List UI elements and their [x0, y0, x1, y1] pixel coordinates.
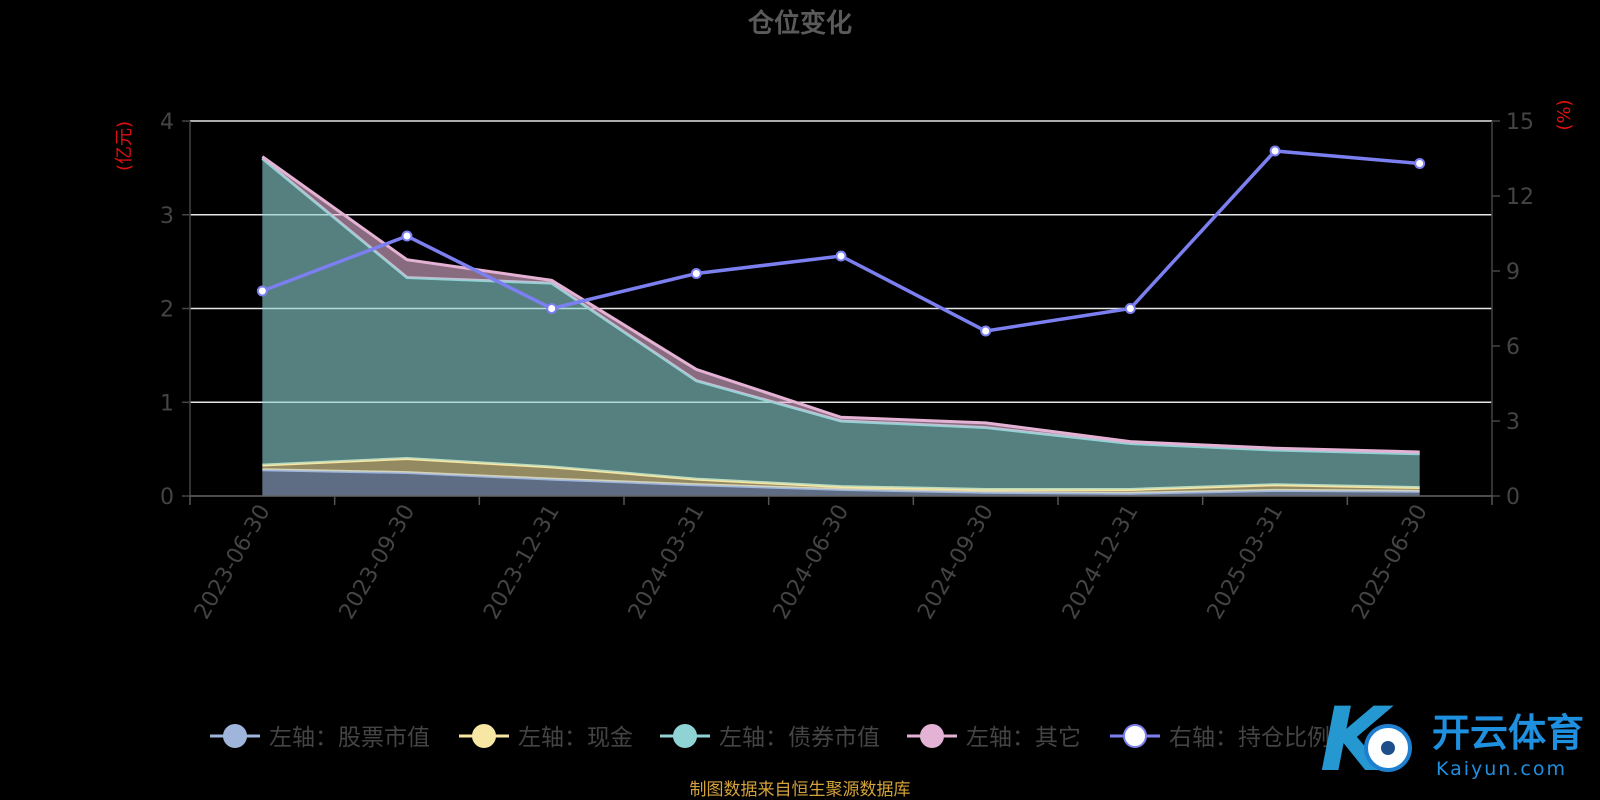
left-tick-label: 4: [160, 110, 174, 135]
left-tick-label: 3: [160, 204, 174, 229]
right-tick-label: 9: [1506, 260, 1520, 285]
legend-label: 右轴：持仓比例: [1169, 725, 1330, 751]
legend-item[interactable]: 右轴：持仓比例: [1110, 724, 1330, 751]
x-tick-label: 2025-06-30: [1347, 501, 1433, 624]
legend: 左轴：股票市值 左轴：现金 左轴：债券市值 左轴：其它 右轴：持仓比例: [210, 724, 1330, 751]
x-tick-label: 2024-06-30: [769, 501, 855, 624]
x-tick-label: 2024-03-31: [624, 501, 710, 624]
legend-marker: [673, 724, 697, 748]
legend-marker: [920, 724, 944, 748]
x-tick-label: 2025-03-31: [1203, 501, 1289, 624]
stacked-areas: [261, 155, 1420, 496]
legend-marker: [1123, 724, 1147, 748]
right-tick-label: 0: [1506, 485, 1520, 510]
legend-item[interactable]: 左轴：债券市值: [660, 724, 880, 751]
left-tick-label: 1: [160, 391, 174, 416]
ratio-point: [546, 303, 558, 314]
x-tick-label: 2023-06-30: [190, 501, 276, 624]
source-note: 制图数据来自恒生聚源数据库: [690, 780, 911, 800]
ratio-point: [256, 285, 268, 297]
legend-item[interactable]: 左轴：现金: [459, 724, 633, 751]
legend-marker: [472, 724, 496, 748]
area-line-4: [261, 155, 1420, 454]
ratio-point: [980, 325, 992, 337]
left-tick-label: 0: [160, 485, 174, 510]
right-tick-label: 12: [1506, 185, 1534, 210]
area-1: [262, 469, 1420, 496]
ratio-point: [401, 230, 413, 242]
left-tick-label: 2: [160, 298, 174, 323]
x-tick-label: 2023-12-31: [479, 501, 565, 624]
x-tick-label: 2023-09-30: [335, 501, 421, 624]
legend-marker: [223, 724, 247, 748]
ratio-point: [1124, 303, 1136, 314]
right-tick-label: 15: [1506, 110, 1534, 135]
ratio-point: [835, 250, 847, 262]
legend-item[interactable]: 左轴：其它: [907, 724, 1081, 751]
right-axis-unit-label: (%): [1554, 99, 1575, 130]
ratio-point: [1269, 145, 1281, 157]
right-tick-label: 3: [1506, 410, 1520, 435]
x-tick-label: 2024-09-30: [913, 501, 999, 624]
legend-label: 左轴：其它: [966, 725, 1081, 751]
legend-label: 左轴：债券市值: [719, 725, 880, 751]
legend-label: 左轴：股票市值: [269, 725, 430, 751]
legend-label: 左轴：现金: [518, 725, 633, 751]
area-3: [262, 158, 1420, 490]
right-tick-label: 6: [1506, 335, 1520, 360]
ratio-point: [1414, 158, 1426, 169]
watermark-brand: 开云体育: [1432, 711, 1584, 755]
watermark-logo: K 开云体育 Kaiyun.com: [1320, 688, 1584, 791]
area-line-1: [262, 468, 1420, 495]
legend-item[interactable]: 左轴：股票市值: [210, 724, 430, 751]
watermark-url: Kaiyun.com: [1436, 758, 1567, 780]
chart-title: 仓位变化: [747, 8, 852, 39]
left-axis-unit-label: (亿元): [114, 121, 135, 171]
ratio-point: [690, 268, 702, 279]
ratio-line: [256, 145, 1426, 337]
x-tick-label: 2024-12-31: [1058, 501, 1144, 624]
